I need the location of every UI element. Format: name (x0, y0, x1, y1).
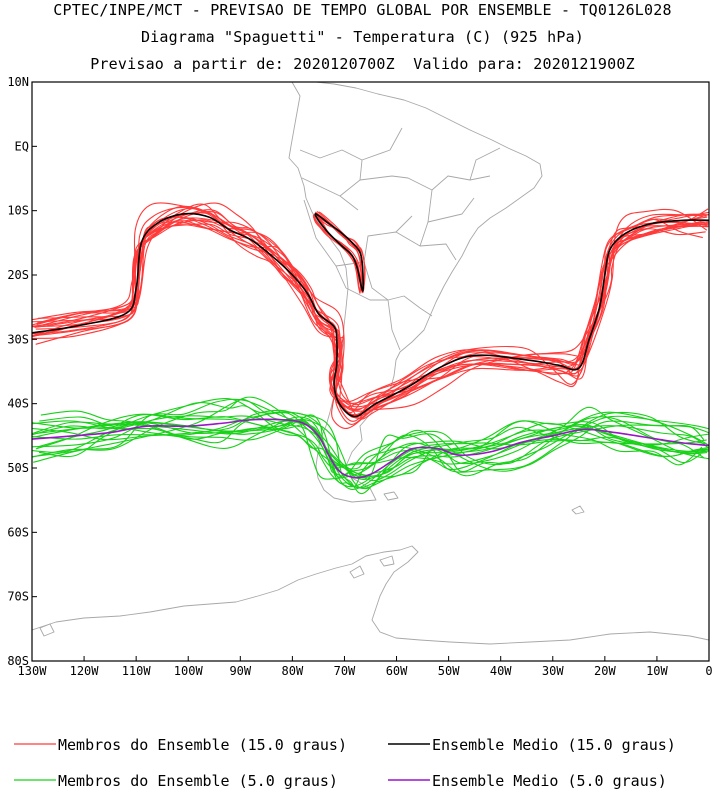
lon-tick-label: 80W (282, 664, 304, 678)
lat-tick-label: 60S (7, 525, 29, 539)
legend-mean-5-label: Ensemble Medio (5.0 graus) (432, 772, 667, 790)
ensemble-member-15-line (37, 202, 709, 412)
ensemble-member-15-line (32, 206, 707, 425)
lat-tick-label: EQ (15, 139, 29, 153)
lat-tick-label: 80S (7, 654, 29, 668)
lat-tick-label: 30S (7, 332, 29, 346)
legend-mean-15-label: Ensemble Medio (15.0 graus) (432, 736, 676, 754)
falklands-coastline (383, 491, 399, 501)
lon-tick-label: 60W (386, 664, 408, 678)
ensemble-member-5-line (33, 398, 705, 477)
ensemble-member-15-line (36, 219, 709, 404)
lat-tick-label: 10N (7, 75, 29, 89)
lat-tick-label: 40S (7, 397, 29, 411)
lat-tick-label: 50S (7, 461, 29, 475)
legend-members-5-label: Membros do Ensemble (5.0 graus) (58, 772, 338, 790)
ensemble-member-5-line (32, 409, 709, 490)
chart-title-line3: Previsao a partir de: 2020120700Z Valido… (90, 55, 635, 73)
south-america-coastline (288, 82, 543, 503)
map-frame (31, 81, 710, 662)
lon-tick-label: 40W (490, 664, 512, 678)
lon-tick-label: 120W (70, 664, 100, 678)
lat-tick-label: 20S (7, 268, 29, 282)
ensemble-member-5-line (37, 414, 705, 471)
lon-tick-label: 100W (174, 664, 204, 678)
antarctica-coastline (32, 545, 709, 645)
lon-tick-label: 90W (229, 664, 251, 678)
country-borders (299, 127, 501, 351)
ensemble-member-5-line (32, 420, 709, 480)
chart-title-line1: CPTEC/INPE/MCT - PREVISAO DE TEMPO GLOBA… (53, 1, 672, 19)
lon-tick-label: 130W (18, 664, 48, 678)
lon-tick-label: 0 (705, 664, 712, 678)
ensemble-member-15-line (35, 202, 708, 430)
lon-tick-label: 70W (334, 664, 356, 678)
lon-tick-label: 30W (542, 664, 564, 678)
legend-members-15-label: Membros do Ensemble (15.0 graus) (58, 736, 347, 754)
lat-tick-label: 70S (7, 590, 29, 604)
lon-tick-label: 110W (122, 664, 152, 678)
legend: Membros do Ensemble (15.0 graus) Ensembl… (14, 736, 676, 790)
ensemble-member-15-line (32, 216, 708, 416)
lon-tick-label: 20W (594, 664, 616, 678)
ensemble-mean-15-andes-line (314, 213, 365, 292)
coastline-layer (32, 82, 709, 645)
longitude-axis: 130W 120W 110W 100W 90W 80W 70W 60W 50W 40W 30W 20W… (18, 656, 713, 678)
latitude-axis: 10N EQ 10S 20S 30S 40S 50S 60S 70S 80S (7, 75, 37, 668)
ensemble-member-15-andes-line (316, 210, 366, 294)
lon-tick-label: 50W (438, 664, 460, 678)
ensemble-member-15-line (35, 209, 709, 417)
members-15-layer (32, 202, 709, 430)
antarctic-islands (39, 555, 395, 637)
lon-tick-label: 10W (646, 664, 668, 678)
ensemble-member-5-line (32, 396, 709, 488)
lat-tick-label: 10S (7, 204, 29, 218)
south-georgia-coastline (571, 505, 585, 515)
ensemble-mean-15-line (32, 212, 709, 418)
ensemble-mean-5-line (32, 418, 709, 479)
chart-title-line2: Diagrama "Spaguetti" - Temperatura (C) (… (140, 28, 585, 46)
